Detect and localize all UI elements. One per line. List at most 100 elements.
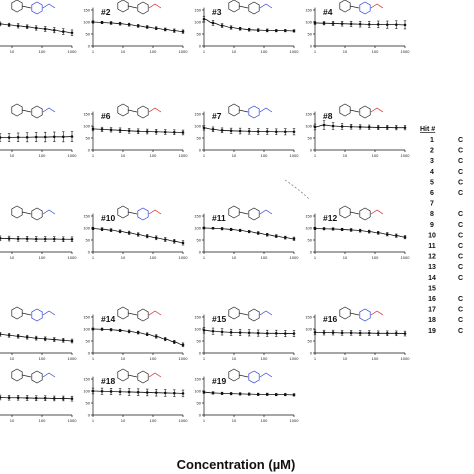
data-point [283, 29, 287, 32]
data-point [163, 337, 167, 341]
data-point [181, 343, 185, 347]
data-point [358, 331, 362, 335]
x-tick-label: 1 [92, 49, 95, 54]
data-point [109, 128, 113, 132]
panel-label: #7 [212, 111, 222, 121]
hit-compound-prefix: C [458, 328, 463, 335]
data-point [172, 130, 176, 134]
y-tick-label: 50 [86, 136, 91, 141]
y-tick-label: 150 [305, 214, 312, 219]
bond [148, 107, 162, 113]
data-point [238, 331, 242, 334]
data-point [349, 228, 353, 232]
data-point [136, 233, 140, 236]
data-point [25, 335, 29, 339]
data-point [163, 238, 167, 241]
ring [339, 0, 351, 13]
x-tick-label: 1000 [290, 153, 300, 158]
data-point [43, 27, 47, 31]
data-point [265, 233, 269, 237]
x-tick-label: 1000 [401, 255, 411, 260]
molecule-structure [339, 0, 384, 15]
data-point [211, 391, 215, 395]
data-point [229, 392, 233, 395]
molecule-structure [339, 103, 384, 119]
bond [21, 312, 32, 316]
x-tick-label: 100 [372, 49, 379, 54]
ring [31, 308, 43, 322]
x-tick-label: 1000 [401, 356, 411, 361]
hit-compound-prefix: C [458, 158, 463, 165]
x-tick-label: 1000 [68, 153, 78, 158]
x-tick-label: 100 [372, 153, 379, 158]
y-tick-label: 50 [86, 401, 91, 406]
data-point [172, 340, 176, 344]
x-tick-label: 1000 [401, 49, 411, 54]
data-point [247, 392, 251, 396]
data-point [349, 125, 353, 129]
data-point [220, 227, 224, 231]
panel-label: #12 [323, 213, 337, 223]
x-tick-label: 100 [261, 255, 268, 260]
ring [117, 103, 129, 117]
data-point [154, 335, 158, 338]
ring [137, 105, 149, 119]
data-point [16, 334, 20, 338]
hit-number: 5 [430, 179, 434, 186]
y-tick-label: 100 [305, 20, 312, 25]
ring [248, 1, 260, 15]
data-point [322, 227, 326, 231]
data-point [220, 129, 224, 132]
panel-label: #3 [212, 7, 222, 17]
data-point [331, 331, 335, 334]
data-point [376, 126, 380, 129]
bond [148, 3, 162, 9]
data-point [91, 127, 95, 131]
data-point [247, 28, 251, 31]
data-point [154, 391, 158, 394]
y-tick-label: 100 [83, 124, 90, 129]
bond [21, 374, 32, 378]
ring [228, 306, 240, 320]
x-tick-label: 1000 [290, 49, 300, 54]
data-point [313, 331, 317, 334]
x-tick-label: 100 [39, 49, 46, 54]
y-tick-label: 50 [308, 136, 313, 141]
data-point [154, 26, 158, 30]
data-point [385, 23, 389, 26]
y-tick-label: 100 [83, 226, 90, 231]
data-point [265, 332, 269, 335]
ring [117, 205, 129, 219]
fit-curve [203, 227, 295, 240]
panel-hit-12: 1 10 100 1000 0 50 100 150 #12 [305, 213, 410, 260]
bond [127, 109, 138, 113]
data-point [247, 331, 251, 335]
x-tick-label: 10 [10, 356, 15, 361]
data-point [181, 392, 185, 395]
y-tick-label: 100 [194, 124, 201, 129]
x-tick-label: 10 [232, 255, 237, 260]
data-point [7, 396, 11, 400]
data-point [403, 23, 407, 27]
bond [370, 107, 384, 113]
data-point [394, 234, 398, 237]
leader-line [284, 179, 311, 201]
data-point [34, 135, 38, 139]
ring [11, 368, 23, 382]
data-point [16, 24, 20, 28]
data-point [43, 396, 47, 400]
y-tick-label: 50 [86, 32, 91, 37]
data-point [118, 230, 122, 233]
x-tick-label: 10 [232, 418, 237, 423]
data-point [7, 136, 11, 139]
bond [259, 209, 273, 215]
x-tick-label: 10 [232, 49, 237, 54]
ring [11, 205, 23, 219]
y-tick-label: 150 [83, 8, 90, 13]
data-point [34, 26, 38, 30]
panel-hit-15: 1 10 100 1000 0 50 100 150 #15 [194, 314, 299, 361]
x-tick-label: 1 [92, 255, 95, 260]
data-point [238, 392, 242, 396]
